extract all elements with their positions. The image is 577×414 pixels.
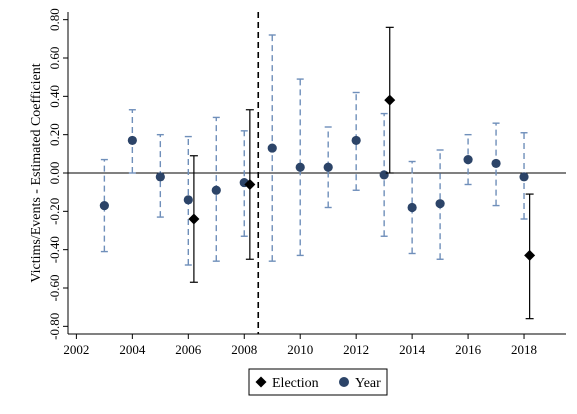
- year-point: [183, 195, 193, 205]
- year-point: [155, 172, 165, 182]
- year-point: [379, 170, 389, 180]
- x-tick-label: 2018: [511, 342, 537, 357]
- x-tick-label: 2014: [399, 342, 426, 357]
- y-tick-label: 0.80: [47, 8, 62, 31]
- y-tick-label: 0.40: [47, 85, 62, 108]
- year-point: [407, 202, 417, 213]
- year-point: [99, 200, 109, 211]
- x-tick-label: 2008: [231, 342, 257, 357]
- election-point: [384, 94, 396, 106]
- year-point: [267, 143, 277, 153]
- x-tick-label: 2002: [63, 342, 89, 357]
- legend-election-marker: [255, 376, 267, 388]
- y-tick-label: -0.80: [47, 313, 62, 340]
- y-tick-label: -0.20: [47, 198, 62, 225]
- x-tick-label: 2012: [343, 342, 369, 357]
- election-point: [524, 249, 536, 261]
- y-tick-label: -0.40: [47, 236, 62, 263]
- year-point: [323, 162, 333, 172]
- year-point: [435, 199, 445, 209]
- year-point: [295, 162, 305, 172]
- year-point: [351, 135, 361, 146]
- year-point: [463, 154, 473, 165]
- legend-election-label: Election: [272, 376, 319, 391]
- year-point: [491, 158, 501, 169]
- y-tick-label: -0.60: [47, 274, 62, 301]
- y-tick-label: 0.60: [47, 47, 62, 70]
- legend: Election Year: [248, 368, 388, 396]
- year-point: [519, 172, 529, 182]
- y-tick-label: 0.00: [47, 162, 62, 185]
- x-tick-label: 2016: [455, 342, 482, 357]
- legend-box: [248, 368, 388, 396]
- legend-year-label: Year: [355, 376, 381, 391]
- plot-area: -0.80 -0.60 -0.40 -0.20 0.00 0.20 0.40 0.60 0.80…: [47, 8, 566, 357]
- election-point: [188, 213, 200, 225]
- election-point: [244, 179, 256, 190]
- y-axis-title: Victims/Events - Estimated Coefficient: [29, 63, 44, 282]
- legend-year-marker: [339, 377, 349, 387]
- x-tick-label: 2004: [119, 342, 146, 357]
- year-point: [211, 185, 221, 195]
- year-point: [127, 135, 137, 146]
- x-tick-label: 2006: [175, 342, 202, 357]
- y-tick-label: 0.20: [47, 123, 62, 146]
- x-tick-label: 2010: [287, 342, 313, 357]
